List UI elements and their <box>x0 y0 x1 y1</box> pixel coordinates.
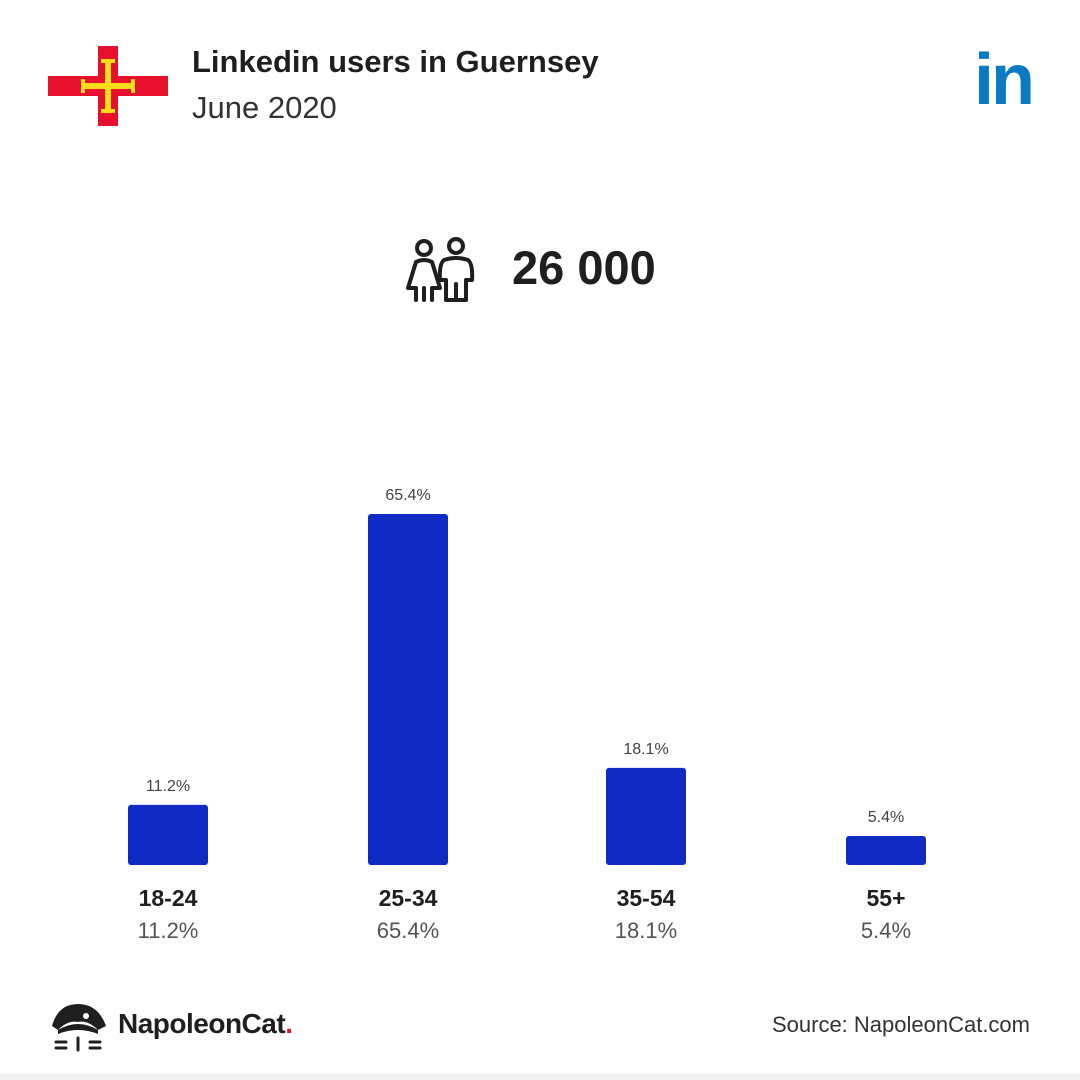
category-percent-label: 65.4% <box>377 918 439 943</box>
total-users-value: 26 000 <box>512 241 656 294</box>
napoleoncat-brand-name: NapoleonCat. <box>118 1008 293 1039</box>
category-label: 25-34 <box>379 885 438 911</box>
category-percent-label: 11.2% <box>138 918 199 943</box>
category-label: 35-54 <box>617 885 676 911</box>
source-note: Source: NapoleonCat.com <box>771 1012 1030 1037</box>
bar-18-24 <box>128 804 208 865</box>
category-label: 55+ <box>866 885 905 911</box>
category-label: 18-24 <box>139 885 198 911</box>
category-percent-label: 5.4% <box>861 918 911 943</box>
bottom-strip <box>0 1074 1080 1080</box>
linkedin-logo-icon: in <box>974 40 1035 120</box>
guernsey-flag-icon <box>48 46 168 126</box>
bar-55+ <box>846 836 926 865</box>
bar-value-label: 18.1% <box>623 741 668 758</box>
bar-value-label: 11.2% <box>146 778 190 795</box>
page-title: Linkedin users in Guernsey <box>192 44 599 79</box>
napoleoncat-logo-icon <box>52 1004 106 1052</box>
page-subtitle: June 2020 <box>192 90 337 125</box>
bar-value-label: 5.4% <box>868 809 904 826</box>
bar-35-54 <box>606 767 686 865</box>
users-icon <box>406 237 475 302</box>
bar-value-label: 65.4% <box>385 487 430 504</box>
category-percent-label: 18.1% <box>615 918 677 943</box>
bar-25-34 <box>368 514 448 865</box>
